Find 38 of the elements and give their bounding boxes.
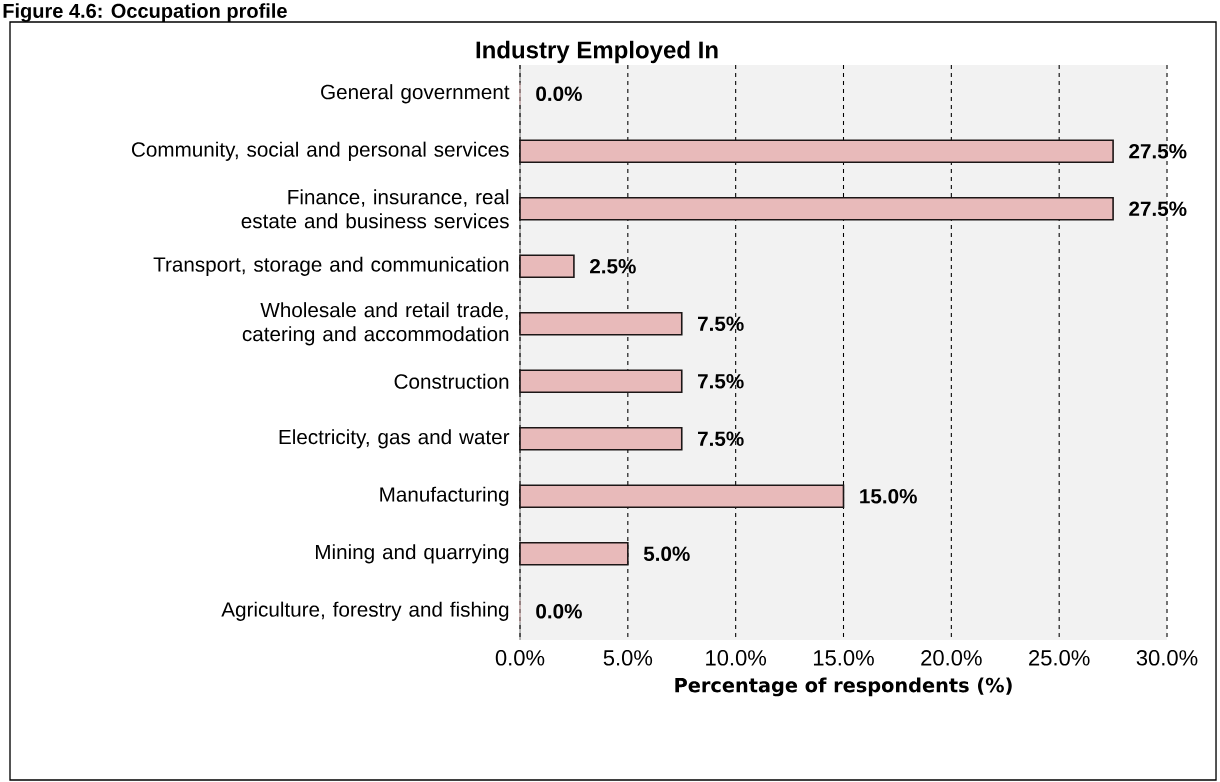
bar	[519, 541, 629, 566]
y-tick-label: Transport, storage and communication	[153, 256, 509, 276]
x-tick-label: 15.0%	[813, 650, 874, 666]
y-tick-label: Finance, insurance, real estate and business services	[241, 189, 509, 229]
chart-title: Industry Employed In	[476, 40, 718, 64]
x-tick-label: 5.0%	[603, 650, 653, 666]
bar	[519, 254, 575, 279]
y-tick-label: General government	[321, 84, 510, 104]
data-label: 2.5%	[590, 258, 636, 274]
data-label: 27.5%	[1129, 143, 1187, 159]
data-label: 27.5%	[1129, 201, 1187, 217]
x-tick-label: 10.0%	[706, 650, 767, 666]
data-label: 7.5%	[698, 373, 744, 389]
bar	[519, 369, 683, 394]
bar	[519, 139, 1114, 164]
y-tick-label: Community, social and personal services	[131, 141, 509, 161]
data-label: 7.5%	[698, 316, 744, 332]
bar	[519, 426, 683, 451]
data-label: 15.0%	[860, 488, 917, 504]
bar	[519, 196, 1114, 221]
data-label: 7.5%	[698, 431, 744, 447]
x-axis-title: Percentage of respondents (%)	[675, 677, 1012, 697]
x-tick-label: 25.0%	[1029, 650, 1090, 666]
y-tick-label: Electricity, gas and water	[279, 429, 510, 449]
caption: Figure 4.6: Occupation profile	[3, 3, 287, 22]
y-tick-label: Wholesale and retail trade, catering and accommodation	[242, 302, 509, 346]
x-tick-label: 0.0%	[495, 650, 545, 666]
y-tick-label: Manufacturing	[380, 486, 509, 506]
data-label: 0.0%	[536, 603, 582, 619]
x-tick-label: 30.0%	[1136, 650, 1198, 666]
bar	[519, 311, 683, 336]
y-tick-label: Mining and quarrying	[315, 544, 509, 564]
y-tick-label: Construction	[394, 373, 509, 389]
x-tick-label: 20.0%	[921, 650, 982, 666]
bar	[519, 484, 845, 509]
data-label: 0.0%	[536, 86, 582, 102]
y-tick-label: Agriculture, forestry and fishing	[221, 601, 509, 621]
data-label: 5.0%	[643, 546, 690, 562]
